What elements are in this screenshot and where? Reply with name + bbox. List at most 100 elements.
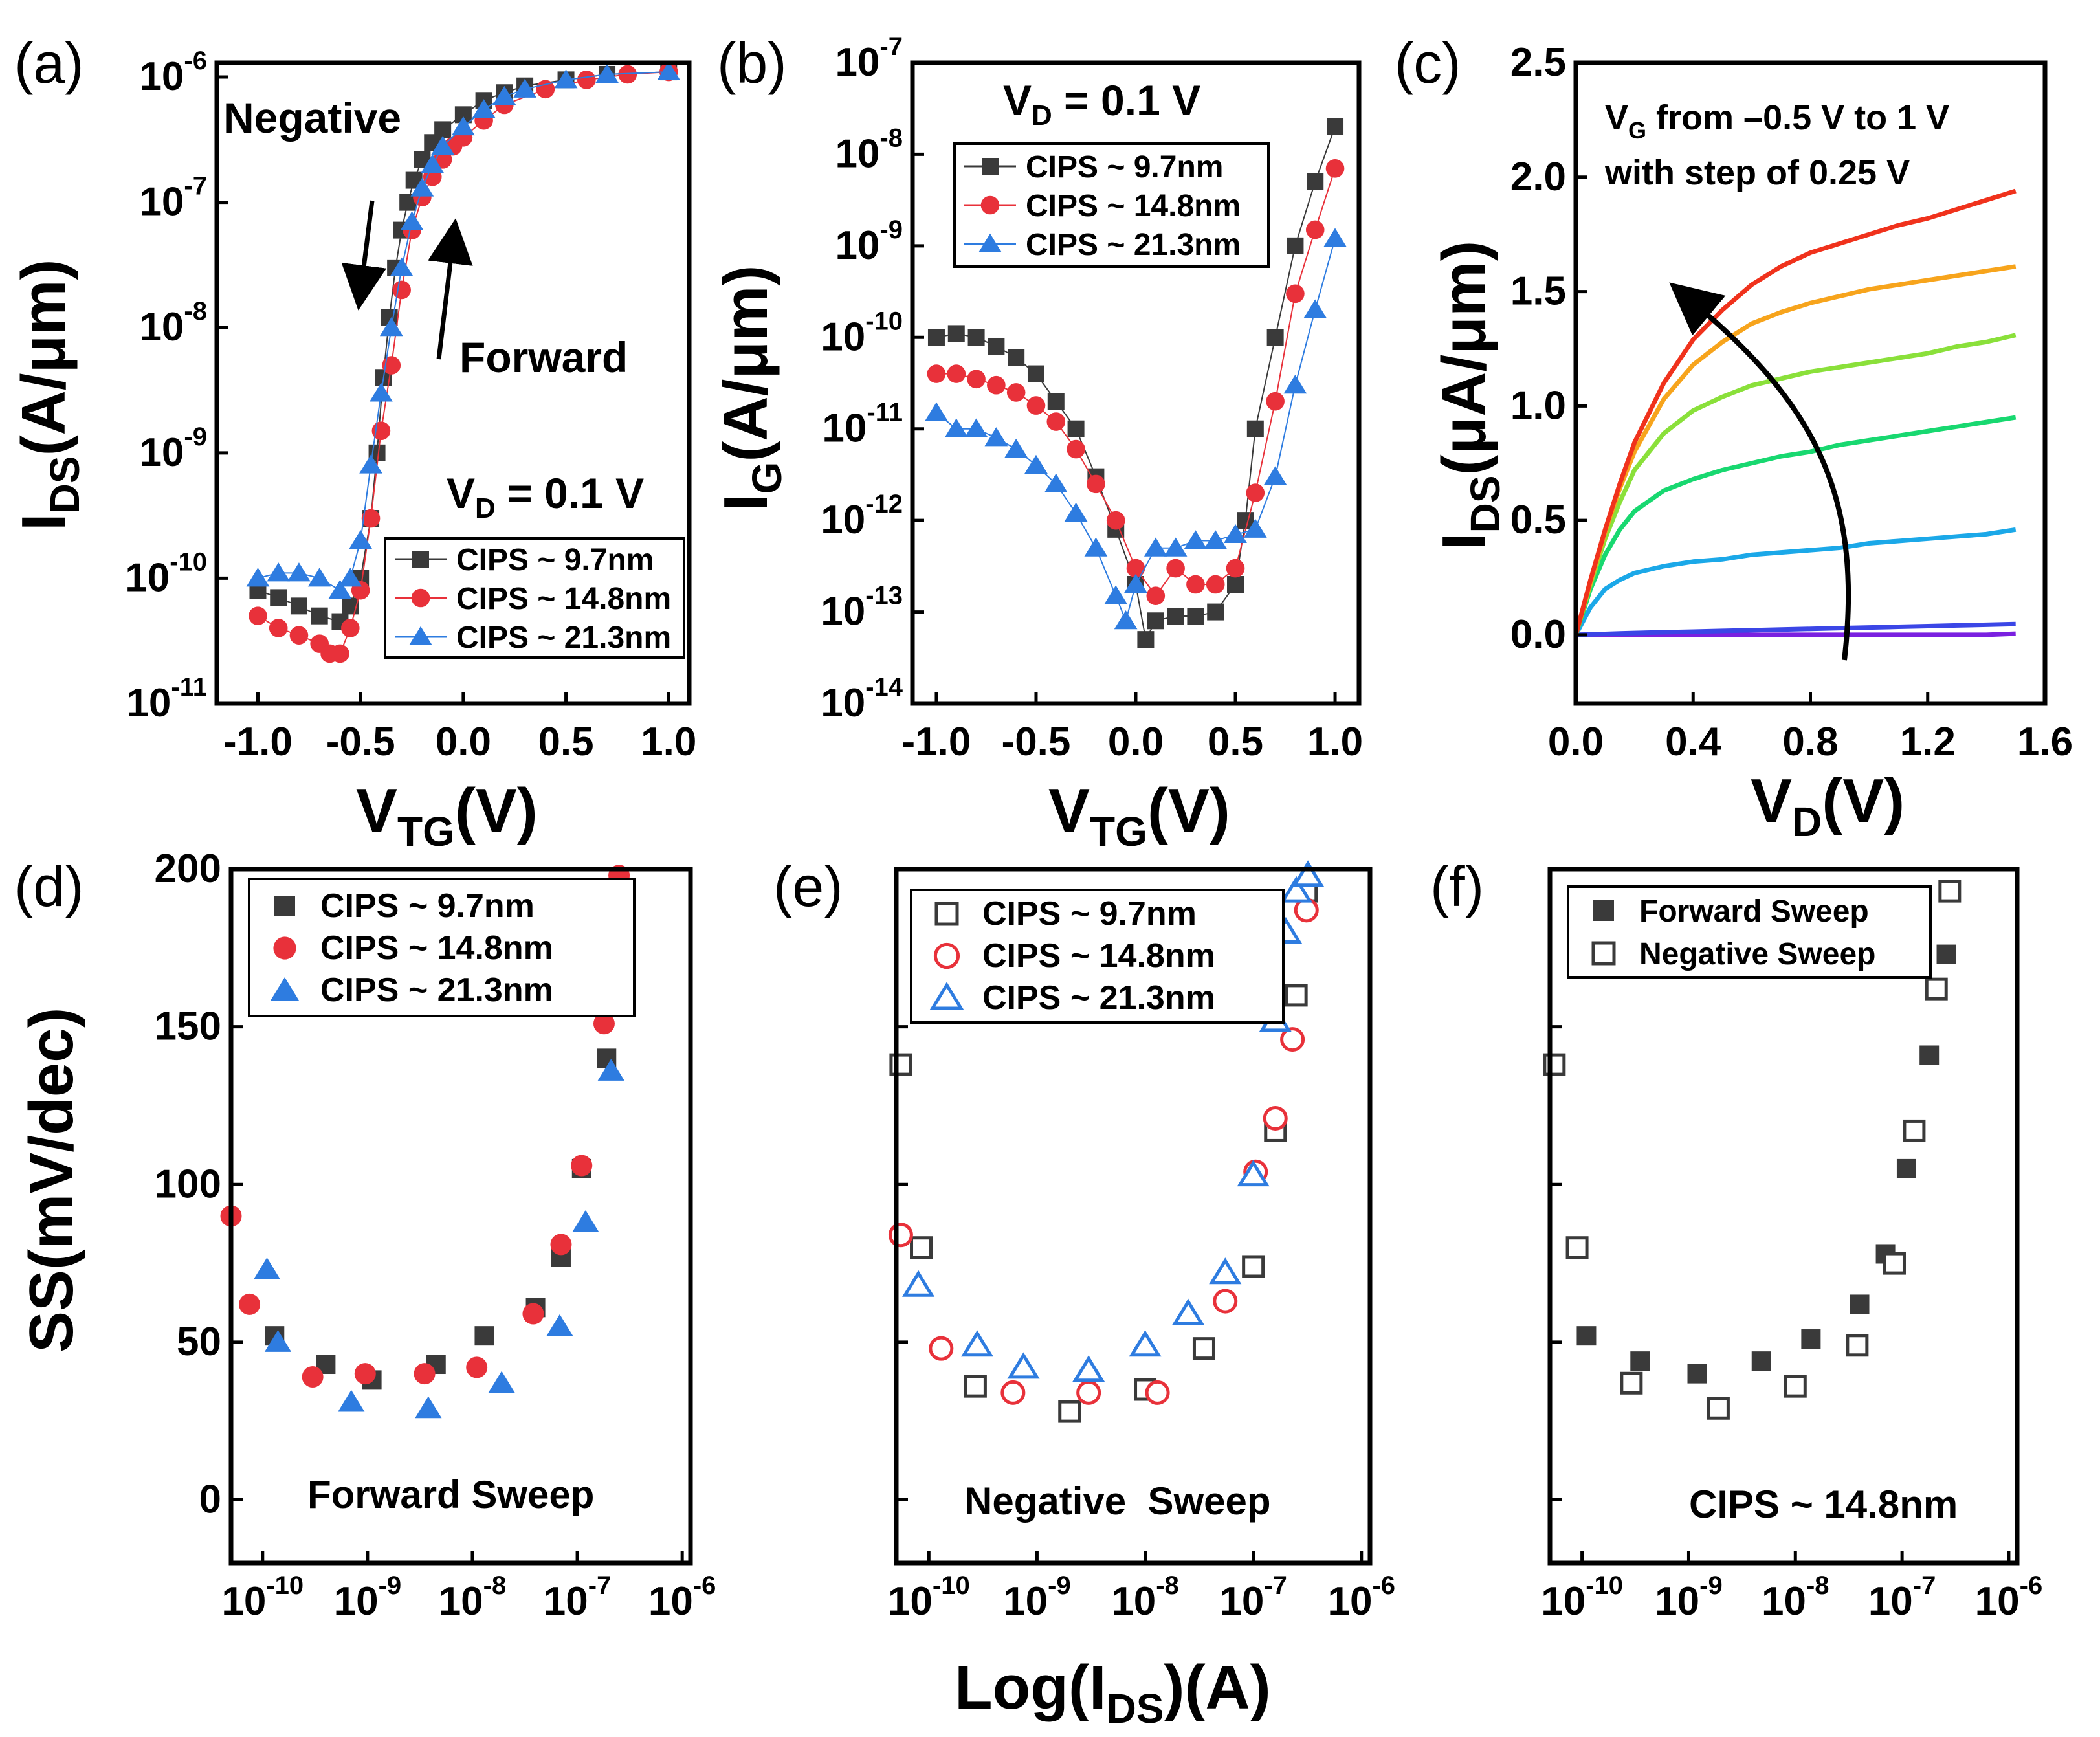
a-point-2-3 <box>307 568 331 587</box>
b-y-tick-label-0: 10-14 <box>821 673 903 725</box>
panel-a-axes: -1.0 -0.5 0.0 0.5 1.010-1110-1010-910-810-71… <box>125 47 696 764</box>
b-legend-text-1: CIPS ~ 14.8nm <box>1026 189 1241 223</box>
a-point-2-14 <box>431 135 455 155</box>
b-y-tick-label-4: 10-10 <box>821 307 903 359</box>
e-legend-text-2: CIPS ~ 21.3nm <box>982 979 1215 1017</box>
e-x-tick-label-4: 10-6 <box>1327 1571 1395 1624</box>
panel-e-x-axis-label: Log(IDS)(A) <box>955 1653 1271 1732</box>
f-legend-text-0: Forward Sweep <box>1639 894 1869 929</box>
b-point-2-8 <box>1084 537 1108 557</box>
panel-a-label: (a) <box>14 31 84 95</box>
d-x-tick-exp-1: -9 <box>379 1571 402 1600</box>
d-point-1-6 <box>522 1303 544 1325</box>
f-point-1-7 <box>1903 1119 1926 1142</box>
b-point-2-5 <box>1024 454 1048 474</box>
d-point-1-3 <box>354 1363 376 1385</box>
c-x-tick-label-4: 1.6 <box>2017 720 2073 764</box>
b-point-0-12 <box>1147 612 1164 630</box>
panel-c-label: (c) <box>1395 31 1461 95</box>
a-y-tick-base-1: 10 <box>125 555 170 600</box>
c-curve-5 <box>1573 264 2017 636</box>
d-x-tick-exp-2: -8 <box>483 1571 507 1600</box>
b-y-tick-exp-7: -7 <box>879 32 903 61</box>
panel-d-label: (d) <box>14 854 84 918</box>
panel-f-label: (f) <box>1430 854 1484 918</box>
panel-e-legend: CIPS ~ 9.7nm CIPS ~ 14.8nm CIPS ~ 21.3nm <box>910 889 1285 1024</box>
c-x-tick-label-3: 1.2 <box>1900 720 1956 764</box>
f-x-tick-base-3: 10 <box>1868 1579 1913 1624</box>
d-point-1-4 <box>414 1363 436 1385</box>
d-point-1-7 <box>550 1234 572 1256</box>
d-y-tick-label-3: 150 <box>155 1004 221 1049</box>
b-point-2-6 <box>1044 473 1068 492</box>
a-point-1-6 <box>341 619 360 637</box>
f-x-tick-label-1: 10-9 <box>1655 1571 1723 1624</box>
f-point-1-4 <box>1784 1375 1807 1398</box>
e-x-tick-base-0: 10 <box>888 1579 933 1624</box>
b-point-1-10 <box>1126 559 1145 578</box>
e-legend-box <box>910 889 1285 1024</box>
a-y-tick-label-0: 10-11 <box>126 673 207 725</box>
a-point-2-15 <box>451 116 475 136</box>
a-point-2-16 <box>472 99 496 118</box>
b-point-2-12 <box>1144 537 1167 557</box>
f-x-tick-label-2: 10-8 <box>1762 1571 1829 1624</box>
panel-b-legend: CIPS ~ 9.7nm CIPS ~ 14.8nm CIPS ~ 21.3nm <box>953 142 1270 268</box>
panel-e-negative-sweep-label: Negative Sweep <box>964 1479 1271 1523</box>
a-x-tick-label-3: 0.5 <box>538 720 593 764</box>
b-point-2-18 <box>1263 466 1287 485</box>
e-point-2-3 <box>1072 1355 1105 1382</box>
a-point-1-21 <box>577 71 596 89</box>
c-y-tick-label-5: 2.5 <box>1510 40 1566 85</box>
e-x-tick-base-3: 10 <box>1219 1579 1264 1624</box>
f-point-0-1 <box>1630 1351 1650 1371</box>
panel-d-frame <box>228 867 693 1566</box>
f-legend-box <box>1567 885 1932 979</box>
a-point-1-8 <box>361 509 381 528</box>
a-legend-text-1: CIPS ~ 14.8nm <box>456 582 671 616</box>
b-point-2-3 <box>984 427 1008 447</box>
d-x-tick-label-4: 10-6 <box>648 1571 716 1624</box>
d-legend-text-1: CIPS ~ 14.8nm <box>320 929 553 967</box>
e-x-tick-label-3: 10-7 <box>1219 1571 1287 1624</box>
panel-f-frame <box>1547 867 2020 1566</box>
d-point-2-3 <box>415 1396 442 1419</box>
d-x-tick-base-2: 10 <box>439 1579 483 1624</box>
d-x-tick-label-1: 10-9 <box>334 1571 402 1624</box>
a-y-tick-base-5: 10 <box>139 54 184 99</box>
a-y-tick-label-4: 10-7 <box>139 172 207 225</box>
d-point-2-5 <box>546 1314 573 1336</box>
b-y-tick-label-5: 10-9 <box>835 216 903 268</box>
b-y-tick-exp-3: -11 <box>867 399 903 427</box>
b-point-1-0 <box>927 364 946 383</box>
b-point-2-19 <box>1283 374 1307 394</box>
e-point-0-5 <box>1192 1337 1215 1360</box>
f-point-1-1 <box>1565 1236 1589 1259</box>
b-point-2-2 <box>964 418 988 437</box>
d-x-tick-exp-0: -10 <box>266 1571 304 1600</box>
b-point-1-9 <box>1106 511 1125 530</box>
b-legend-marker-0 <box>982 158 999 175</box>
f-legend-text-1: Negative Sweep <box>1639 937 1875 971</box>
a-point-2-1 <box>267 562 291 582</box>
panel-e-frame <box>894 867 1373 1566</box>
f-point-0-9 <box>1936 944 1956 964</box>
b-y-tick-base-4: 10 <box>821 315 865 359</box>
b-y-tick-base-5: 10 <box>835 223 879 268</box>
panel-c-y-axis-label: IDS(μA/μm) <box>1430 241 1509 550</box>
b-point-2-14 <box>1184 530 1208 549</box>
a-y-tick-base-4: 10 <box>139 180 184 225</box>
panel-a-x-axis-label: VTG(V) <box>356 776 538 855</box>
e-point-2-7 <box>1237 1160 1270 1187</box>
c-curve-3 <box>1573 415 2017 636</box>
a-y-tick-label-3: 10-8 <box>139 297 207 349</box>
b-point-1-15 <box>1226 559 1245 578</box>
d-legend-text-0: CIPS ~ 9.7nm <box>320 887 535 925</box>
a-legend-text-2: CIPS ~ 21.3nm <box>456 621 671 655</box>
panel-a-legend: CIPS ~ 9.7nm CIPS ~ 14.8nm CIPS ~ 21.3nm <box>384 537 685 659</box>
b-y-tick-exp-1: -13 <box>865 582 903 610</box>
d-legend-text-2: CIPS ~ 21.3nm <box>320 971 553 1009</box>
b-point-1-18 <box>1286 284 1305 304</box>
e-x-tick-exp-4: -6 <box>1372 1571 1395 1600</box>
a-y-tick-label-1: 10-10 <box>125 548 207 600</box>
